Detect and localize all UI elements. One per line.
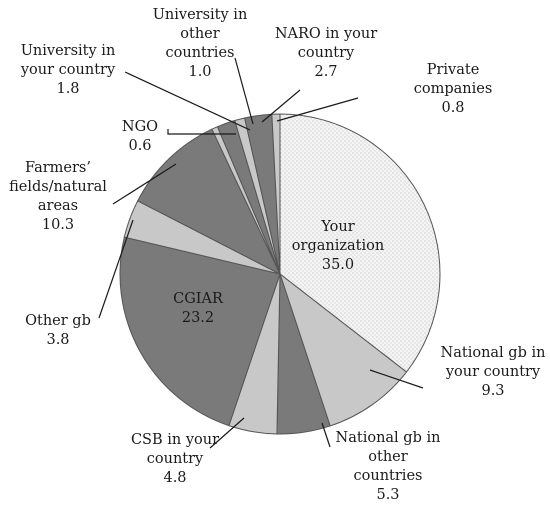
- label-csb-in-your-country: CSB in your country 4.8: [131, 432, 219, 486]
- leader-farmers-fields-natural-areas: [112, 163, 177, 205]
- leader-ngo: [167, 129, 236, 135]
- leader-university-in-your-country: [124, 71, 251, 131]
- leader-university-in-other-countries: [234, 57, 254, 125]
- leader-lines: [98, 57, 424, 449]
- slice-your-organization: [279, 113, 441, 373]
- label-ngo: NGO 0.6: [122, 119, 158, 154]
- leader-other-gb: [98, 219, 134, 319]
- slice-cgiar: [119, 236, 281, 427]
- leader-csb-in-your-country: [209, 417, 245, 449]
- slice-labels: Your organization 35.0 National gb in your c…: [9, 7, 545, 503]
- label-farmers-fields-natural-areas: Farmers’ fields/natural areas 10.3: [9, 160, 107, 233]
- label-your-organization: Your organization 35.0: [292, 219, 384, 273]
- label-university-in-your-country: University in your country 1.8: [20, 43, 116, 97]
- leader-national-gb-in-your-country: [369, 369, 424, 389]
- label-national-gb-in-your-country: National gb in your country 9.3: [441, 345, 546, 399]
- slice-national-gb-in-your-country: [279, 272, 408, 427]
- leader-naro-in-your-country: [261, 89, 301, 123]
- label-other-gb: Other gb 3.8: [25, 313, 91, 348]
- label-university-in-other-countries: University in other countries 1.0: [153, 7, 248, 80]
- label-naro-in-your-country: NARO in your country 2.7: [275, 26, 377, 80]
- label-private-companies: Private companies 0.8: [414, 62, 493, 116]
- leader-private-companies: [276, 97, 359, 122]
- label-cgiar: CGIAR 23.2: [173, 291, 224, 326]
- pie-slices: [119, 113, 441, 435]
- leader-national-gb-in-other-countries: [321, 422, 331, 448]
- label-national-gb-in-other-countries: National gb in other countries 5.3: [336, 430, 441, 503]
